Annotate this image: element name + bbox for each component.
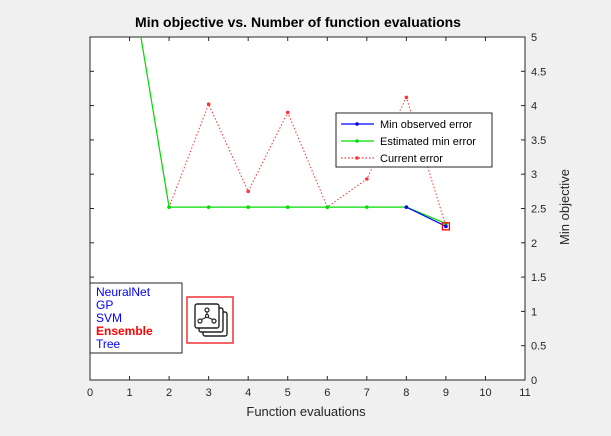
data-point — [206, 102, 211, 107]
chart-title: Min objective vs. Number of function eva… — [135, 14, 461, 30]
legend-marker — [355, 122, 359, 126]
data-point — [246, 205, 250, 209]
data-point — [285, 205, 290, 209]
model-list-item: Tree — [96, 337, 121, 351]
x-tick-label: 2 — [166, 387, 172, 399]
x-tick-label: 3 — [206, 387, 212, 399]
best-point-marker — [441, 222, 451, 231]
data-point — [365, 177, 369, 181]
x-tick-label: 9 — [443, 387, 449, 399]
x-tick-label: 0 — [87, 387, 93, 399]
x-axis-label: Function evaluations — [246, 404, 366, 419]
x-tick-label: 5 — [285, 387, 291, 399]
data-point — [167, 205, 171, 209]
model-list-item: Ensemble — [96, 324, 153, 338]
data-point — [246, 189, 250, 194]
legend: Min observed error Estimated min error Cur… — [335, 112, 493, 168]
model-list-item: NeuralNet — [96, 285, 151, 299]
y-tick-label: 4.5 — [531, 66, 546, 78]
y-tick-label: 4 — [531, 101, 537, 113]
y-tick-label: 1 — [531, 306, 537, 318]
data-point — [206, 205, 211, 209]
model-list-box — [89, 282, 183, 354]
ensemble-stack-icon — [186, 296, 234, 344]
y-tick-label: 2.5 — [531, 204, 546, 216]
y-tick-label: 0 — [531, 375, 537, 387]
legend-marker — [355, 139, 359, 143]
data-point — [325, 205, 330, 209]
x-axis: 0 1 2 3 4 5 6 7 8 9 10 11 — [87, 37, 531, 399]
model-list-item: GP — [96, 298, 113, 312]
legend-label: Estimated min error — [380, 136, 476, 148]
x-tick-label: 1 — [126, 387, 132, 399]
y-tick-label: 1.5 — [531, 272, 546, 284]
model-list-item: SVM — [96, 311, 122, 325]
y-tick-label: 2 — [531, 238, 537, 250]
data-point — [404, 95, 409, 100]
series-line-min-observed-error — [406, 206, 447, 227]
y-tick-label: 5 — [531, 32, 537, 44]
x-tick-label: 6 — [324, 387, 330, 399]
x-tick-label: 10 — [479, 387, 491, 399]
y-tick-label: 3 — [531, 169, 537, 181]
x-tick-label: 8 — [403, 387, 409, 399]
data-point — [365, 205, 369, 209]
x-tick-label: 11 — [519, 387, 530, 399]
y-tick-label: 3.5 — [531, 135, 546, 147]
y-axis: 0 0.5 1 1.5 2 2.5 3 3.5 4 4.5 5 — [90, 32, 546, 387]
data-point — [404, 205, 409, 209]
legend-label: Current error — [380, 153, 443, 165]
y-axis-label: Min objective — [557, 169, 572, 245]
series-layer — [140, 37, 451, 231]
data-point — [285, 110, 290, 115]
legend-label: Min observed error — [380, 119, 473, 131]
legend-marker — [355, 156, 359, 160]
x-tick-label: 7 — [364, 387, 370, 399]
y-tick-label: 0.5 — [531, 341, 546, 353]
data-point — [444, 224, 448, 229]
x-tick-label: 4 — [245, 387, 251, 399]
